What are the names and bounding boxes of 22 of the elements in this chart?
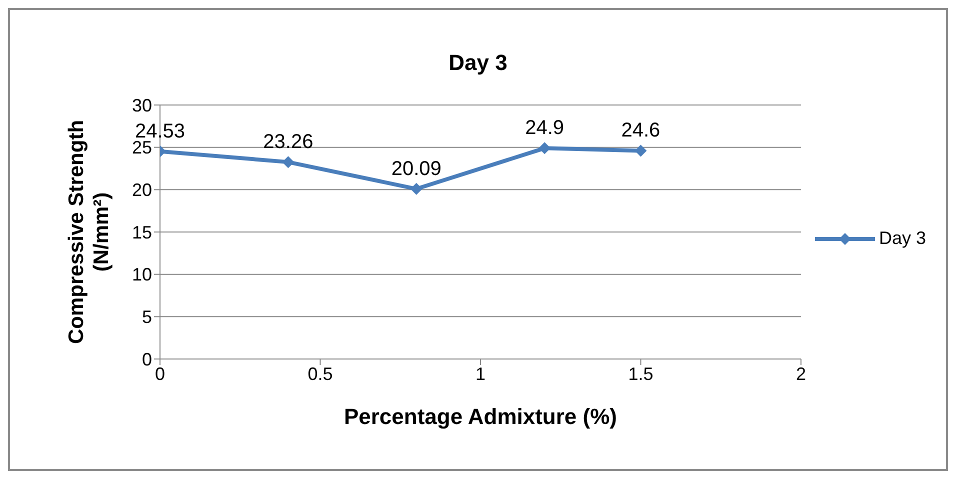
y-tick-label: 20	[132, 180, 152, 200]
point	[410, 182, 422, 195]
x-tick-label: 1	[475, 364, 486, 384]
data-label: 23.26	[263, 131, 314, 154]
y-tick-label: 25	[132, 138, 152, 158]
y-axis-title: Compressive Strength (N/mm²)	[65, 120, 113, 344]
data-label: 24.9	[525, 117, 564, 140]
y-tick-label: 5	[142, 307, 152, 328]
data-label: 20.09	[391, 158, 442, 180]
y-tick-label: 30	[132, 95, 152, 116]
chart-title: Day 3	[448, 50, 508, 76]
point	[282, 156, 294, 168]
y-tick-label: 10	[132, 264, 152, 285]
x-tick-label: 2	[796, 364, 806, 384]
x-tick-label: 0.5	[308, 364, 333, 384]
data-label: 24.6	[621, 120, 660, 142]
legend-label: Day 3	[878, 228, 926, 250]
y-tick-label: 0	[142, 349, 152, 370]
x-tick-label: 0	[154, 364, 166, 384]
y-tick-label: 15	[132, 222, 152, 242]
x-axis-title: Percentage Admixture (%)	[344, 404, 618, 429]
x-tick-label: 1.5	[628, 364, 654, 384]
